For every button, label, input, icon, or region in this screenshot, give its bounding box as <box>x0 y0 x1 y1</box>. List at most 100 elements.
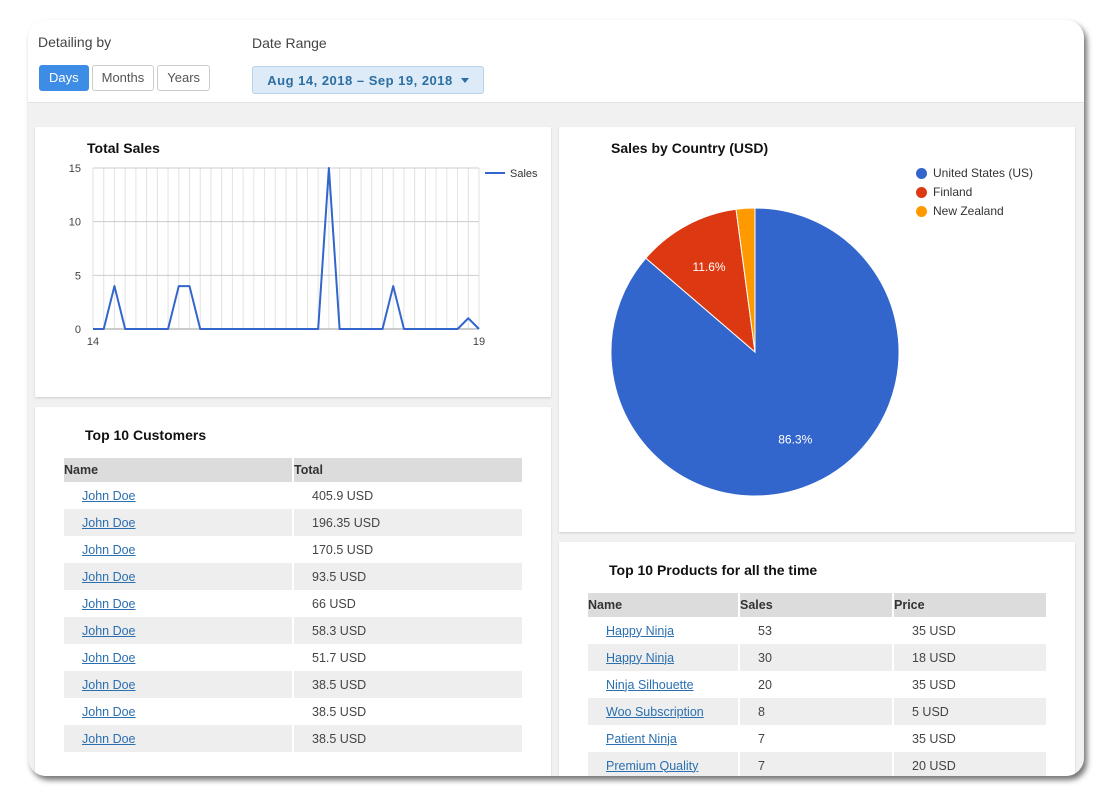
customer-link[interactable]: John Doe <box>82 515 136 530</box>
sales-data-point <box>467 317 469 319</box>
col-total-header: Total <box>292 458 522 482</box>
detailing-segmented-control: Days Months Years <box>39 65 211 91</box>
customer-link[interactable]: John Doe <box>82 704 136 719</box>
sales-data-point <box>285 328 287 330</box>
table-row: John Doe 170.5 USD <box>64 536 522 563</box>
y-tick-label: 15 <box>69 163 81 175</box>
pie-slice-label: 11.6% <box>692 260 725 274</box>
customer-total-cell: 38.5 USD <box>292 725 522 752</box>
top-products-card: Top 10 Products for all the time Name Sa… <box>559 542 1075 776</box>
sales-data-point <box>210 328 212 330</box>
customer-total-cell: 38.5 USD <box>292 671 522 698</box>
table-row: Woo Subscription 8 5 USD <box>588 698 1046 725</box>
table-row: John Doe 405.9 USD <box>64 482 522 509</box>
detailing-months-button[interactable]: Months <box>91 65 155 91</box>
legend-us: United States (US) <box>916 166 1033 180</box>
table-row: John Doe 93.5 USD <box>64 563 522 590</box>
top-products-table: Name Sales Price Happy Ninja 53 35 USD Happ… <box>588 593 1046 776</box>
product-name-cell: Ninja Silhouette <box>588 671 739 698</box>
customer-link[interactable]: John Doe <box>82 650 136 665</box>
product-price-cell: 20 USD <box>892 752 1046 776</box>
sales-data-point <box>189 285 191 287</box>
table-row: John Doe 38.5 USD <box>64 725 522 752</box>
product-sales-cell: 30 <box>738 644 893 671</box>
customer-link[interactable]: John Doe <box>82 731 136 746</box>
customer-link[interactable]: John Doe <box>82 569 136 584</box>
customer-link[interactable]: John Doe <box>82 596 136 611</box>
sales-data-point <box>113 285 115 287</box>
sales-data-point <box>403 328 405 330</box>
sales-by-country-card: Sales by Country (USD) United States (US… <box>559 127 1075 532</box>
legend-us-label: United States (US) <box>933 166 1034 180</box>
product-link[interactable]: Premium Quality <box>606 758 699 773</box>
customer-link[interactable]: John Doe <box>82 542 136 557</box>
table-row: John Doe 58.3 USD <box>64 617 522 644</box>
sales-data-point <box>296 328 298 330</box>
sales-data-point <box>178 285 180 287</box>
legend-us-swatch <box>916 167 927 179</box>
table-row: Patient Ninja 7 35 USD <box>588 725 1046 752</box>
customer-link[interactable]: John Doe <box>82 677 136 692</box>
legend-nz-label: New Zealand <box>933 204 1004 218</box>
pie-slice-finland[interactable] <box>645 208 756 354</box>
date-range-value: Aug 14, 2018 – Sep 19, 2018 <box>267 72 453 88</box>
sales-data-point <box>146 328 148 330</box>
sales-data-point <box>199 328 201 330</box>
y-tick-label: 10 <box>69 217 81 229</box>
customer-total-cell: 196.35 USD <box>292 509 522 536</box>
customer-total-cell: 170.5 USD <box>292 536 522 563</box>
product-sales-cell: 7 <box>738 752 893 776</box>
date-range-picker[interactable]: Aug 14, 2018 – Sep 19, 2018 <box>252 66 484 94</box>
customer-total-cell: 66 USD <box>292 590 522 617</box>
y-tick-label: 5 <box>75 270 81 282</box>
sales-data-point <box>242 328 244 330</box>
product-sales-cell: 8 <box>738 698 893 725</box>
sales-data-point <box>435 328 437 330</box>
customer-name-cell: John Doe <box>64 590 293 617</box>
product-link[interactable]: Happy Ninja <box>606 650 675 665</box>
product-price-cell: 35 USD <box>892 617 1046 644</box>
total-sales-chart: 0 5 10 15 14 19 Sales <box>69 163 538 348</box>
table-row: John Doe 38.5 USD <box>64 671 522 698</box>
customer-total-cell: 38.5 USD <box>292 698 522 725</box>
product-link[interactable]: Ninja Silhouette <box>606 677 694 692</box>
sales-data-point <box>221 328 223 330</box>
sales-data-point <box>92 328 94 330</box>
sales-data-point <box>360 328 362 330</box>
customer-total-cell: 405.9 USD <box>292 482 522 509</box>
product-link[interactable]: Patient Ninja <box>606 731 677 746</box>
detailing-days-button[interactable]: Days <box>39 65 89 91</box>
col-price-header: Price <box>892 593 1046 617</box>
sales-data-point <box>156 328 158 330</box>
legend-finland-label: Finland <box>933 185 973 199</box>
table-row: Happy Ninja 30 18 USD <box>588 644 1046 671</box>
table-row: John Doe 196.35 USD <box>64 509 522 536</box>
date-range-label: Date Range <box>252 35 327 51</box>
product-link[interactable]: Woo Subscription <box>606 704 704 719</box>
top-customers-card: Top 10 Customers Name Total John Doe 405.… <box>35 407 551 776</box>
sales-data-point <box>253 328 255 330</box>
sales-data-point <box>339 328 341 330</box>
top-products-title: Top 10 Products for all the time <box>609 562 818 578</box>
product-link[interactable]: Happy Ninja <box>606 623 675 638</box>
pie-slice-new-zealand[interactable] <box>735 207 756 353</box>
sales-data-point <box>328 167 330 169</box>
customer-total-cell: 58.3 USD <box>292 617 522 644</box>
sales-data-point <box>457 328 459 330</box>
x-tick-label: 14 <box>87 336 99 348</box>
col-name-header: Name <box>64 458 293 482</box>
customer-name-cell: John Doe <box>64 482 293 509</box>
table-row: John Doe 38.5 USD <box>64 698 522 725</box>
sales-data-point <box>424 328 426 330</box>
sales-by-country-chart: 86.3% 11.6% <box>610 207 900 497</box>
product-name-cell: Patient Ninja <box>588 725 739 752</box>
customer-link[interactable]: John Doe <box>82 488 136 503</box>
product-price-cell: 5 USD <box>892 698 1046 725</box>
detailing-years-button[interactable]: Years <box>157 65 211 91</box>
sales-data-point <box>382 328 384 330</box>
legend-finland: Finland <box>916 185 972 199</box>
top-customers-title: Top 10 Customers <box>85 427 207 443</box>
customer-link[interactable]: John Doe <box>82 623 136 638</box>
sales-data-point <box>306 328 308 330</box>
table-row: John Doe 51.7 USD <box>64 644 522 671</box>
